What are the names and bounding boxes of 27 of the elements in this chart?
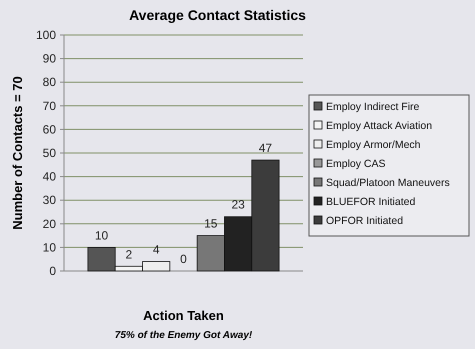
legend-label: BLUEFOR Initiated — [326, 196, 416, 208]
data-label: 10 — [94, 228, 109, 242]
legend-label: OPFOR Initiated — [326, 215, 404, 227]
y-tick-label: 100 — [36, 28, 56, 42]
y-tick-label: 10 — [42, 240, 56, 254]
y-tick-label: 70 — [42, 98, 56, 113]
legend-label: Squad/Platoon Maneuvers — [326, 177, 450, 189]
data-label: 2 — [126, 247, 133, 262]
y-tick-label: 0 — [49, 264, 56, 278]
legend-label: Employ Attack Aviation — [326, 120, 432, 132]
legend-label: Employ Indirect Fire — [326, 101, 420, 113]
y-tick-label: 30 — [42, 193, 56, 208]
y-tick-label: 80 — [42, 75, 56, 90]
legend-label: Employ CAS — [326, 158, 386, 170]
y-tick-label: 60 — [42, 122, 56, 136]
y-tick-label: 40 — [42, 170, 56, 184]
chart-title: Average Contact Statistics — [129, 7, 306, 23]
legend-label: Employ Armor/Mech — [326, 139, 421, 151]
y-tick-label: 20 — [42, 216, 56, 231]
text: 75% of the Enemy Got Away! — [114, 330, 253, 341]
y-tick-label: 90 — [42, 52, 56, 66]
y-axis-title: Number of Contacts = 70 — [10, 76, 25, 230]
y-tick-label: 50 — [42, 146, 56, 160]
data-label: 0 — [180, 252, 188, 266]
data-label: 23 — [231, 198, 246, 212]
data-label: 47 — [258, 141, 272, 156]
x-axis-title: Action Taken — [143, 308, 224, 323]
